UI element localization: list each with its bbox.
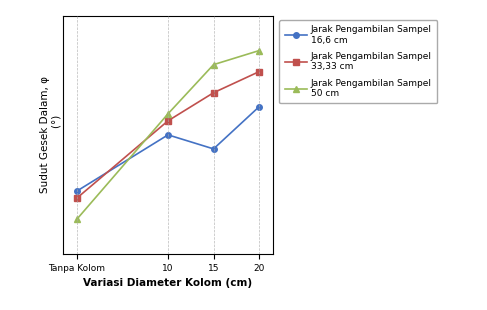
Jarak Pengambilan Sampel
50 cm [165, 112, 171, 116]
Line: Jarak Pengambilan Sampel
33,33 cm: Jarak Pengambilan Sampel 33,33 cm [74, 69, 262, 201]
Jarak Pengambilan Sampel
16,6 cm [74, 189, 80, 193]
X-axis label: Variasi Diameter Kolom (cm): Variasi Diameter Kolom (cm) [83, 278, 253, 289]
Y-axis label: Sudut Gesek Dalam, φ
        (°): Sudut Gesek Dalam, φ (°) [40, 76, 62, 193]
Jarak Pengambilan Sampel
50 cm [256, 49, 262, 52]
Jarak Pengambilan Sampel
50 cm [210, 63, 216, 67]
Jarak Pengambilan Sampel
33,33 cm [74, 196, 80, 200]
Jarak Pengambilan Sampel
33,33 cm [165, 119, 171, 123]
Jarak Pengambilan Sampel
50 cm [74, 217, 80, 221]
Legend: Jarak Pengambilan Sampel
16,6 cm, Jarak Pengambilan Sampel
33,33 cm, Jarak Penga: Jarak Pengambilan Sampel 16,6 cm, Jarak … [280, 20, 437, 104]
Jarak Pengambilan Sampel
16,6 cm [210, 147, 216, 151]
Line: Jarak Pengambilan Sampel
50 cm: Jarak Pengambilan Sampel 50 cm [74, 48, 262, 222]
Line: Jarak Pengambilan Sampel
16,6 cm: Jarak Pengambilan Sampel 16,6 cm [74, 104, 262, 194]
Jarak Pengambilan Sampel
16,6 cm [165, 133, 171, 137]
Jarak Pengambilan Sampel
33,33 cm [210, 91, 216, 95]
Jarak Pengambilan Sampel
33,33 cm [256, 70, 262, 73]
Jarak Pengambilan Sampel
16,6 cm [256, 105, 262, 108]
